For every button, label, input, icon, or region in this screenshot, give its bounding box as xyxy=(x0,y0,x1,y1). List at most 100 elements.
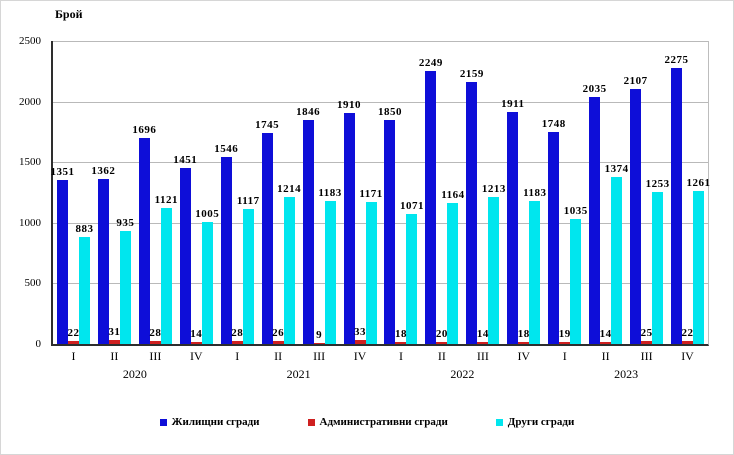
bar-administrative-buildings xyxy=(477,342,489,344)
legend-marker-other-buildings xyxy=(495,418,503,426)
bar-slot: 26 xyxy=(272,41,285,344)
bar-slot: 25 xyxy=(640,41,653,344)
bar-administrative-buildings xyxy=(190,342,202,344)
bar-residential-buildings xyxy=(302,120,314,344)
bar-group: 1362 31 935 xyxy=(91,41,134,344)
bar-administrative-buildings xyxy=(272,340,284,344)
bar-value-label: 20 xyxy=(435,327,448,340)
bar-value-label: 1035 xyxy=(563,204,588,217)
bar-value-label: 1171 xyxy=(359,188,383,201)
bar-value-label: 31 xyxy=(108,326,121,339)
legend-label: Жилищни сгради xyxy=(171,416,260,428)
gridline xyxy=(53,162,708,164)
y-tick-label: 1500 xyxy=(19,156,41,169)
bar-slot: 1213 xyxy=(482,41,505,344)
bar-residential-buildings xyxy=(425,71,437,344)
bar-value-label: 1362 xyxy=(91,164,116,177)
bar-value-label: 1005 xyxy=(195,208,220,221)
gridline xyxy=(53,41,708,42)
bar-administrative-buildings xyxy=(641,340,653,344)
year-label: 2022 xyxy=(450,367,475,381)
bar-value-label: 22 xyxy=(681,327,694,340)
gridline xyxy=(53,283,708,285)
bar-slot: 1546 xyxy=(214,41,238,344)
quarter-label: II xyxy=(437,349,446,363)
quarter-label: I xyxy=(235,349,240,363)
bar-group: 1850 18 1071 xyxy=(378,41,423,344)
bar-value-label: 26 xyxy=(272,326,285,339)
bar-other-buildings xyxy=(488,197,500,344)
bar-group: 1748 19 1035 xyxy=(542,41,587,344)
quarter-label: III xyxy=(640,349,653,363)
year-label: 2020 xyxy=(122,367,147,381)
bar-other-buildings xyxy=(406,214,418,344)
bar-group: 1911 18 1183 xyxy=(501,41,546,344)
bar-residential-buildings xyxy=(179,168,191,344)
bar-value-label: 883 xyxy=(75,222,94,235)
quarter-label: I xyxy=(71,349,76,363)
bar-value-label: 14 xyxy=(476,328,489,341)
bar-other-buildings xyxy=(283,196,295,344)
bar-value-label: 1071 xyxy=(399,200,424,213)
bar-value-label: 1183 xyxy=(318,186,342,199)
bar-slot: 1748 xyxy=(542,41,565,344)
bar-value-label: 18 xyxy=(517,327,530,340)
gridline xyxy=(53,101,708,103)
bar-value-label: 1121 xyxy=(154,194,179,207)
bar-value-label: 1164 xyxy=(441,188,465,201)
bar-slot: 2159 xyxy=(460,41,483,344)
bar-value-label: 1910 xyxy=(337,98,362,111)
bar-slot: 1214 xyxy=(277,41,301,344)
bar-residential-buildings xyxy=(97,178,109,344)
legend-item-residential-buildings: Жилищни сгради xyxy=(159,416,260,428)
bar-slot: 1253 xyxy=(646,41,669,344)
bar-slot: 1451 xyxy=(173,41,197,344)
bar-value-label: 25 xyxy=(640,326,653,339)
bar-group: 2159 14 1213 xyxy=(460,41,505,344)
bar-value-label: 28 xyxy=(149,326,162,339)
quarter-label: III xyxy=(313,349,326,363)
bar-administrative-buildings xyxy=(436,341,448,344)
bar-slot: 28 xyxy=(231,41,243,344)
bar-administrative-buildings xyxy=(600,342,612,344)
bar-value-label: 1183 xyxy=(523,186,547,199)
bar-value-label: 22 xyxy=(67,327,80,340)
bar-slot: 1121 xyxy=(155,41,178,344)
bar-other-buildings xyxy=(201,222,213,344)
bar-other-buildings xyxy=(693,191,705,344)
bar-slot: 33 xyxy=(354,41,366,344)
bar-value-label: 2275 xyxy=(664,54,689,67)
bar-other-buildings xyxy=(611,177,623,344)
bar-slot: 2035 xyxy=(583,41,606,344)
bar-slot: 1117 xyxy=(237,41,259,344)
bar-group: 1546 28 1117 xyxy=(214,41,259,344)
y-tick-label: 1000 xyxy=(19,216,41,229)
bar-other-buildings xyxy=(160,208,172,344)
bar-value-label: 2159 xyxy=(459,68,484,81)
bar-slot: 1164 xyxy=(441,41,464,344)
bar-slot: 1850 xyxy=(378,41,401,344)
legend-marker-administrative-buildings xyxy=(307,418,315,426)
legend-label: Административни сгради xyxy=(319,416,448,428)
legend: Жилищни сгради Административни сгради Друг… xyxy=(1,416,733,428)
bar-value-label: 1261 xyxy=(686,177,711,190)
bar-value-label: 1117 xyxy=(236,194,260,207)
bar-residential-buildings xyxy=(671,68,683,344)
bar-slot: 18 xyxy=(517,41,530,344)
bar-group: 1846 9 1183 xyxy=(296,41,341,344)
bar-other-buildings xyxy=(365,202,377,344)
bar-slot: 28 xyxy=(149,41,162,344)
bar-administrative-buildings xyxy=(682,341,694,344)
quarter-label: IV xyxy=(517,349,531,363)
quarter-label: III xyxy=(476,349,489,363)
bar-slot: 1696 xyxy=(132,41,156,344)
bar-slot: 883 xyxy=(75,41,93,344)
bar-other-buildings xyxy=(324,200,336,344)
bar-other-buildings xyxy=(652,192,664,344)
bar-administrative-buildings xyxy=(108,340,120,344)
bar-administrative-buildings xyxy=(518,341,530,344)
bar-value-label: 1696 xyxy=(132,124,157,137)
bar-slot: 14 xyxy=(476,41,489,344)
bar-value-label: 1546 xyxy=(214,142,239,155)
bar-administrative-buildings xyxy=(559,341,571,344)
